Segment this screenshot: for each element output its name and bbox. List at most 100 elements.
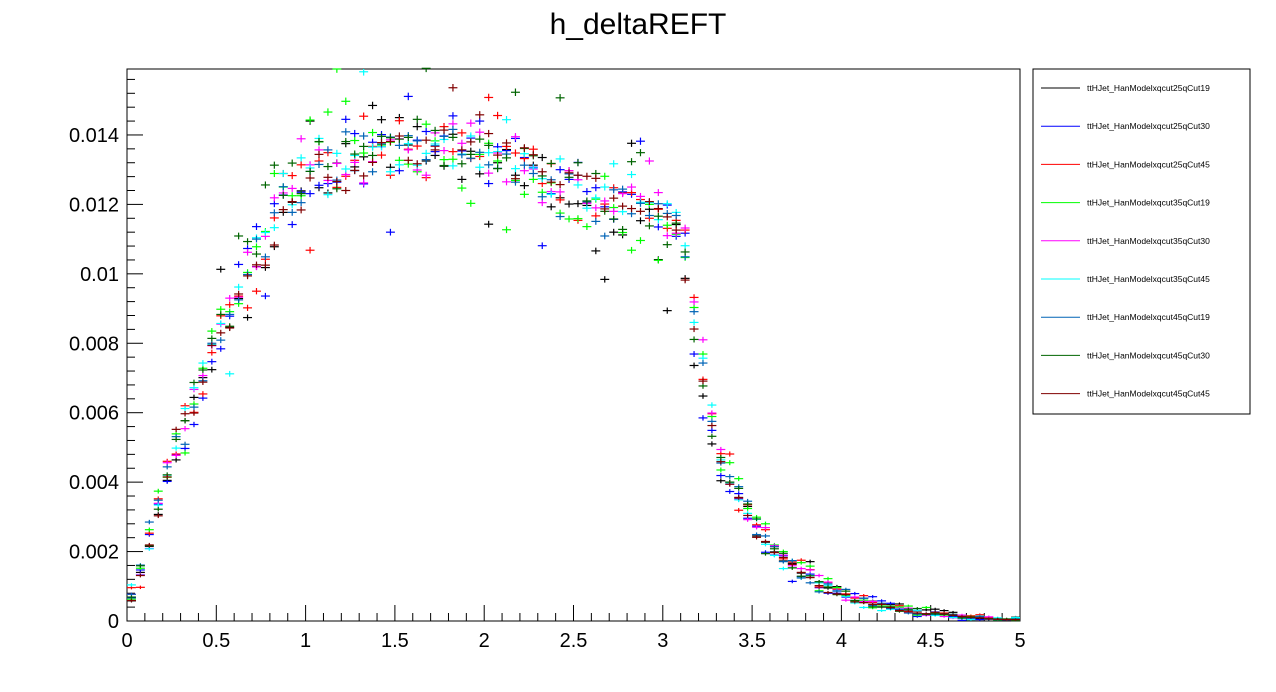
data-point (787, 562, 797, 567)
data-point (171, 426, 181, 433)
data-point (886, 605, 895, 609)
data-point (636, 137, 645, 145)
data-point (689, 351, 699, 357)
data-point (734, 485, 744, 491)
legend-entry: ttHJet_HanModelxqcut45qCut30 (1041, 350, 1210, 360)
data-point (886, 601, 895, 605)
data-point (877, 602, 887, 606)
data-point (1002, 618, 1012, 621)
data-point (127, 598, 136, 603)
data-point (180, 411, 190, 417)
data-point (189, 394, 199, 401)
data-point (252, 250, 261, 258)
data-point (412, 160, 422, 168)
data-point (591, 174, 601, 182)
data-point (421, 67, 431, 73)
data-point (743, 501, 753, 507)
data-point (457, 175, 467, 183)
data-point (841, 592, 851, 597)
data-point (135, 585, 145, 590)
data-point (707, 402, 717, 408)
data-point (287, 159, 297, 167)
data-point (734, 507, 744, 513)
data-point (421, 156, 431, 164)
data-point (761, 533, 770, 539)
data-point (448, 133, 458, 142)
data-point (636, 217, 645, 225)
data-point (127, 595, 136, 599)
data-point (269, 200, 279, 208)
x-tick-label: 4 (836, 630, 847, 652)
data-point (600, 205, 610, 213)
data-point (769, 550, 779, 555)
series-layer (127, 67, 1020, 622)
data-point (546, 159, 556, 167)
data-point (993, 618, 1003, 621)
data-point (653, 212, 663, 220)
data-point (725, 460, 735, 466)
data-point (1011, 618, 1020, 621)
data-point (332, 159, 342, 167)
data-point (368, 101, 378, 110)
data-point (814, 573, 824, 578)
legend-label: ttHJet_HanModelxqcut45qCut45 (1087, 389, 1210, 399)
data-point (216, 329, 226, 336)
data-point (662, 307, 672, 314)
data-point (618, 185, 628, 193)
data-point (252, 223, 261, 230)
data-point (618, 226, 628, 233)
data-point (519, 190, 529, 198)
data-point (403, 156, 413, 164)
data-point (234, 290, 244, 298)
data-point (216, 345, 226, 352)
data-point (671, 226, 681, 234)
data-point (609, 186, 619, 194)
data-point (403, 140, 413, 148)
data-point (243, 238, 253, 245)
data-point (314, 150, 324, 158)
legend-label: ttHJet_HanModelxqcut25qCut30 (1087, 121, 1210, 131)
data-point (314, 137, 324, 146)
data-point (680, 242, 690, 250)
data-point (519, 161, 529, 169)
data-point (555, 181, 565, 189)
data-point (716, 478, 726, 484)
data-point (127, 583, 136, 587)
data-point (296, 135, 306, 143)
data-point (582, 172, 592, 180)
data-point (341, 97, 351, 106)
data-point (698, 360, 708, 366)
data-point (466, 138, 476, 146)
data-point (814, 579, 824, 584)
x-tick-label: 4.5 (917, 630, 945, 652)
data-point (671, 212, 681, 219)
legend-entry: ttHJet_HanModelxqcut25qCut19 (1041, 83, 1210, 93)
data-point (984, 617, 994, 621)
data-point (662, 200, 672, 208)
data-point (144, 542, 154, 548)
data-point (921, 612, 931, 616)
data-point (466, 199, 476, 207)
data-point (850, 595, 860, 599)
data-point (377, 138, 386, 147)
data-point (278, 169, 288, 178)
data-point (823, 585, 833, 589)
data-point (180, 417, 190, 424)
data-point (671, 219, 681, 227)
data-point (680, 224, 690, 232)
data-point (296, 161, 306, 169)
data-point (216, 320, 226, 327)
data-point (912, 611, 922, 615)
data-point (350, 136, 360, 145)
data-point (859, 601, 869, 605)
data-point (368, 168, 378, 176)
data-point (510, 88, 520, 97)
data-point (135, 573, 145, 578)
data-point (591, 194, 601, 202)
data-point (269, 209, 279, 217)
data-point (484, 169, 494, 177)
data-point (600, 183, 610, 191)
data-point (484, 220, 494, 228)
data-point (457, 160, 467, 168)
data-point (582, 204, 592, 212)
